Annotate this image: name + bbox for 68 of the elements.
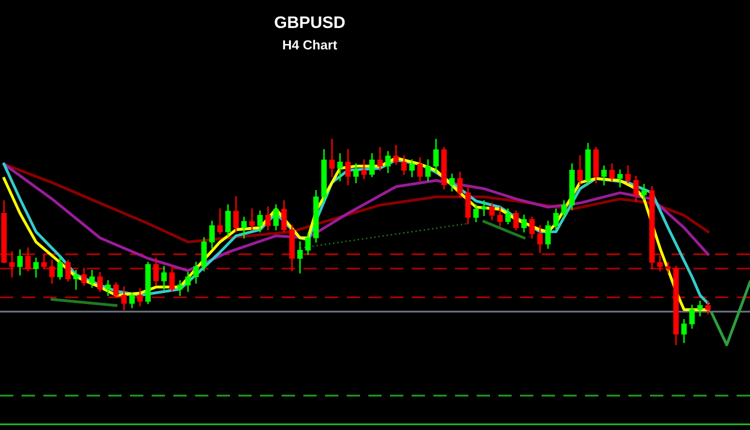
candlestick (601, 165, 607, 186)
candlestick (561, 200, 567, 218)
candlestick (153, 258, 159, 286)
candlestick (513, 210, 519, 230)
candlestick (329, 138, 335, 178)
candlestick (681, 319, 687, 344)
candlestick (249, 208, 255, 230)
candlestick (449, 174, 455, 192)
candlestick (89, 270, 95, 288)
candlestick (57, 258, 63, 280)
candlestick (233, 196, 239, 232)
candlestick (625, 165, 631, 184)
candlestick (337, 153, 343, 182)
candlestick (577, 155, 583, 186)
candlestick (65, 260, 71, 282)
candlestick (393, 144, 399, 165)
candlestick (49, 260, 55, 284)
candlestick (617, 170, 623, 188)
candlestick (633, 176, 639, 202)
candlestick (689, 304, 695, 329)
candlestick (265, 206, 271, 230)
candlestick (193, 262, 199, 284)
candlestick (457, 172, 463, 198)
candlestick (401, 155, 407, 176)
candlestick (81, 268, 87, 286)
candlestick (385, 151, 391, 174)
candlestick (505, 208, 511, 224)
candlestick (521, 214, 527, 232)
candlestick (609, 163, 615, 182)
candlestick (497, 206, 503, 226)
candlestick (257, 210, 263, 232)
candlestick (305, 233, 311, 255)
candlestick (225, 204, 231, 237)
candlestick (33, 258, 39, 278)
candlestick (553, 208, 559, 230)
candlestick (241, 216, 247, 239)
candlestick (425, 159, 431, 182)
candlestick (41, 254, 47, 270)
candlestick (369, 153, 375, 178)
candlestick (529, 216, 535, 239)
candlestick (169, 266, 175, 292)
chart-subtitle: H4 Chart (283, 40, 338, 50)
candlestick (217, 208, 223, 234)
candlestick (417, 157, 423, 182)
candlestick (377, 147, 383, 171)
candlestick (105, 280, 111, 296)
candlestick (97, 272, 103, 292)
candlestick (433, 138, 439, 174)
candlestick (113, 282, 119, 298)
chart-title: GBPUSD (274, 16, 345, 28)
candlestick (537, 224, 543, 253)
candlestick (657, 256, 663, 272)
candlestick (545, 220, 551, 249)
candlestick (17, 249, 23, 276)
candlestick (697, 300, 703, 316)
candlestick (281, 200, 287, 232)
candlestick (273, 204, 279, 230)
candlestick (121, 286, 127, 310)
candlestick (209, 220, 215, 249)
candlestick (705, 300, 711, 314)
candlestick (25, 247, 31, 272)
candlestick (345, 149, 351, 186)
candlestick (9, 252, 15, 278)
candlestick (129, 292, 135, 308)
candlestick (177, 280, 183, 296)
candlestick (665, 262, 671, 274)
candlestick (353, 163, 359, 184)
candlestick (185, 272, 191, 292)
